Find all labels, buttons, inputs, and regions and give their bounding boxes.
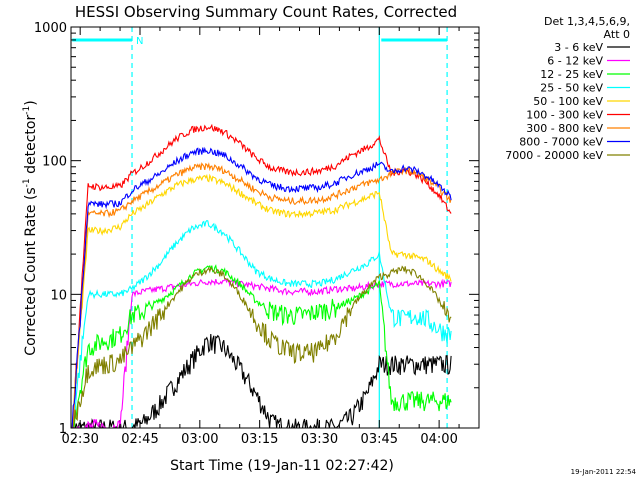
footer-timestamp: 19-Jan-2011 22:54 xyxy=(571,468,637,476)
legend-entry-label: 300 - 800 keV xyxy=(526,122,603,135)
x-tick-label: 03:00 xyxy=(181,432,218,447)
series-line-8 xyxy=(72,265,452,428)
series-line-0 xyxy=(71,333,452,428)
x-tick-label: 03:45 xyxy=(361,432,398,447)
y-axis-label-end: ) xyxy=(23,100,39,105)
legend-entry-label: 25 - 50 keV xyxy=(540,82,603,95)
series-line-2 xyxy=(71,264,452,428)
series-line-4 xyxy=(71,173,452,428)
series-line-5 xyxy=(71,123,452,428)
x-tick-label: 03:15 xyxy=(241,432,278,447)
x-tick-label: 04:00 xyxy=(420,432,457,447)
legend-entry-label: 12 - 25 keV xyxy=(540,68,603,81)
legend-entry-label: 50 - 100 keV xyxy=(533,95,603,108)
series-line-3 xyxy=(71,219,452,425)
series-line-7 xyxy=(71,146,452,428)
x-axis: 02:30 02:45 03:00 03:15 03:30 03:45 04:00 xyxy=(61,27,460,447)
x-tick-label: 02:30 xyxy=(61,432,98,447)
y-tick-label: 100 xyxy=(42,155,67,170)
y-axis-label-main: Corrected Count Rate (s xyxy=(23,187,39,355)
y-tick-label: 10 xyxy=(50,288,67,303)
flag-label: N xyxy=(136,36,143,47)
legend-entry-label: 6 - 12 keV xyxy=(547,55,603,68)
plot-frame xyxy=(70,26,480,429)
x-axis-label: Start Time (19-Jan-11 02:27:42) xyxy=(170,458,394,474)
x-tick-label: 02:45 xyxy=(121,432,158,447)
legend-entry-label: 100 - 300 keV xyxy=(526,109,603,122)
y-axis-label-mid: detector xyxy=(23,115,39,179)
y-tick-label: 1000 xyxy=(34,21,67,36)
y-axis-label-sup1: -1 xyxy=(22,178,32,187)
series-lines xyxy=(71,123,452,428)
legend-entry-label: 800 - 7000 keV xyxy=(519,136,603,149)
series-line-6 xyxy=(71,162,452,428)
legend-entry-label: 3 - 6 keV xyxy=(554,41,603,54)
legend-header-line2: Att 0 xyxy=(604,28,630,41)
series-line-1 xyxy=(71,277,452,428)
y-axis-label: Corrected Count Rate (s-1 detector-1) xyxy=(22,100,39,355)
legend-header-line1: Det 1,3,4,5,6,9, xyxy=(544,15,630,28)
legend-entry-label: 7000 - 20000 keV xyxy=(505,149,603,162)
y-tick-label: 1 xyxy=(59,422,67,437)
y-axis-label-sup2: -1 xyxy=(22,106,32,115)
chart-title: HESSI Observing Summary Count Rates, Cor… xyxy=(75,3,457,21)
x-tick-label: 03:30 xyxy=(301,432,338,447)
y-axis: 1 10 100 1000 xyxy=(34,21,479,437)
